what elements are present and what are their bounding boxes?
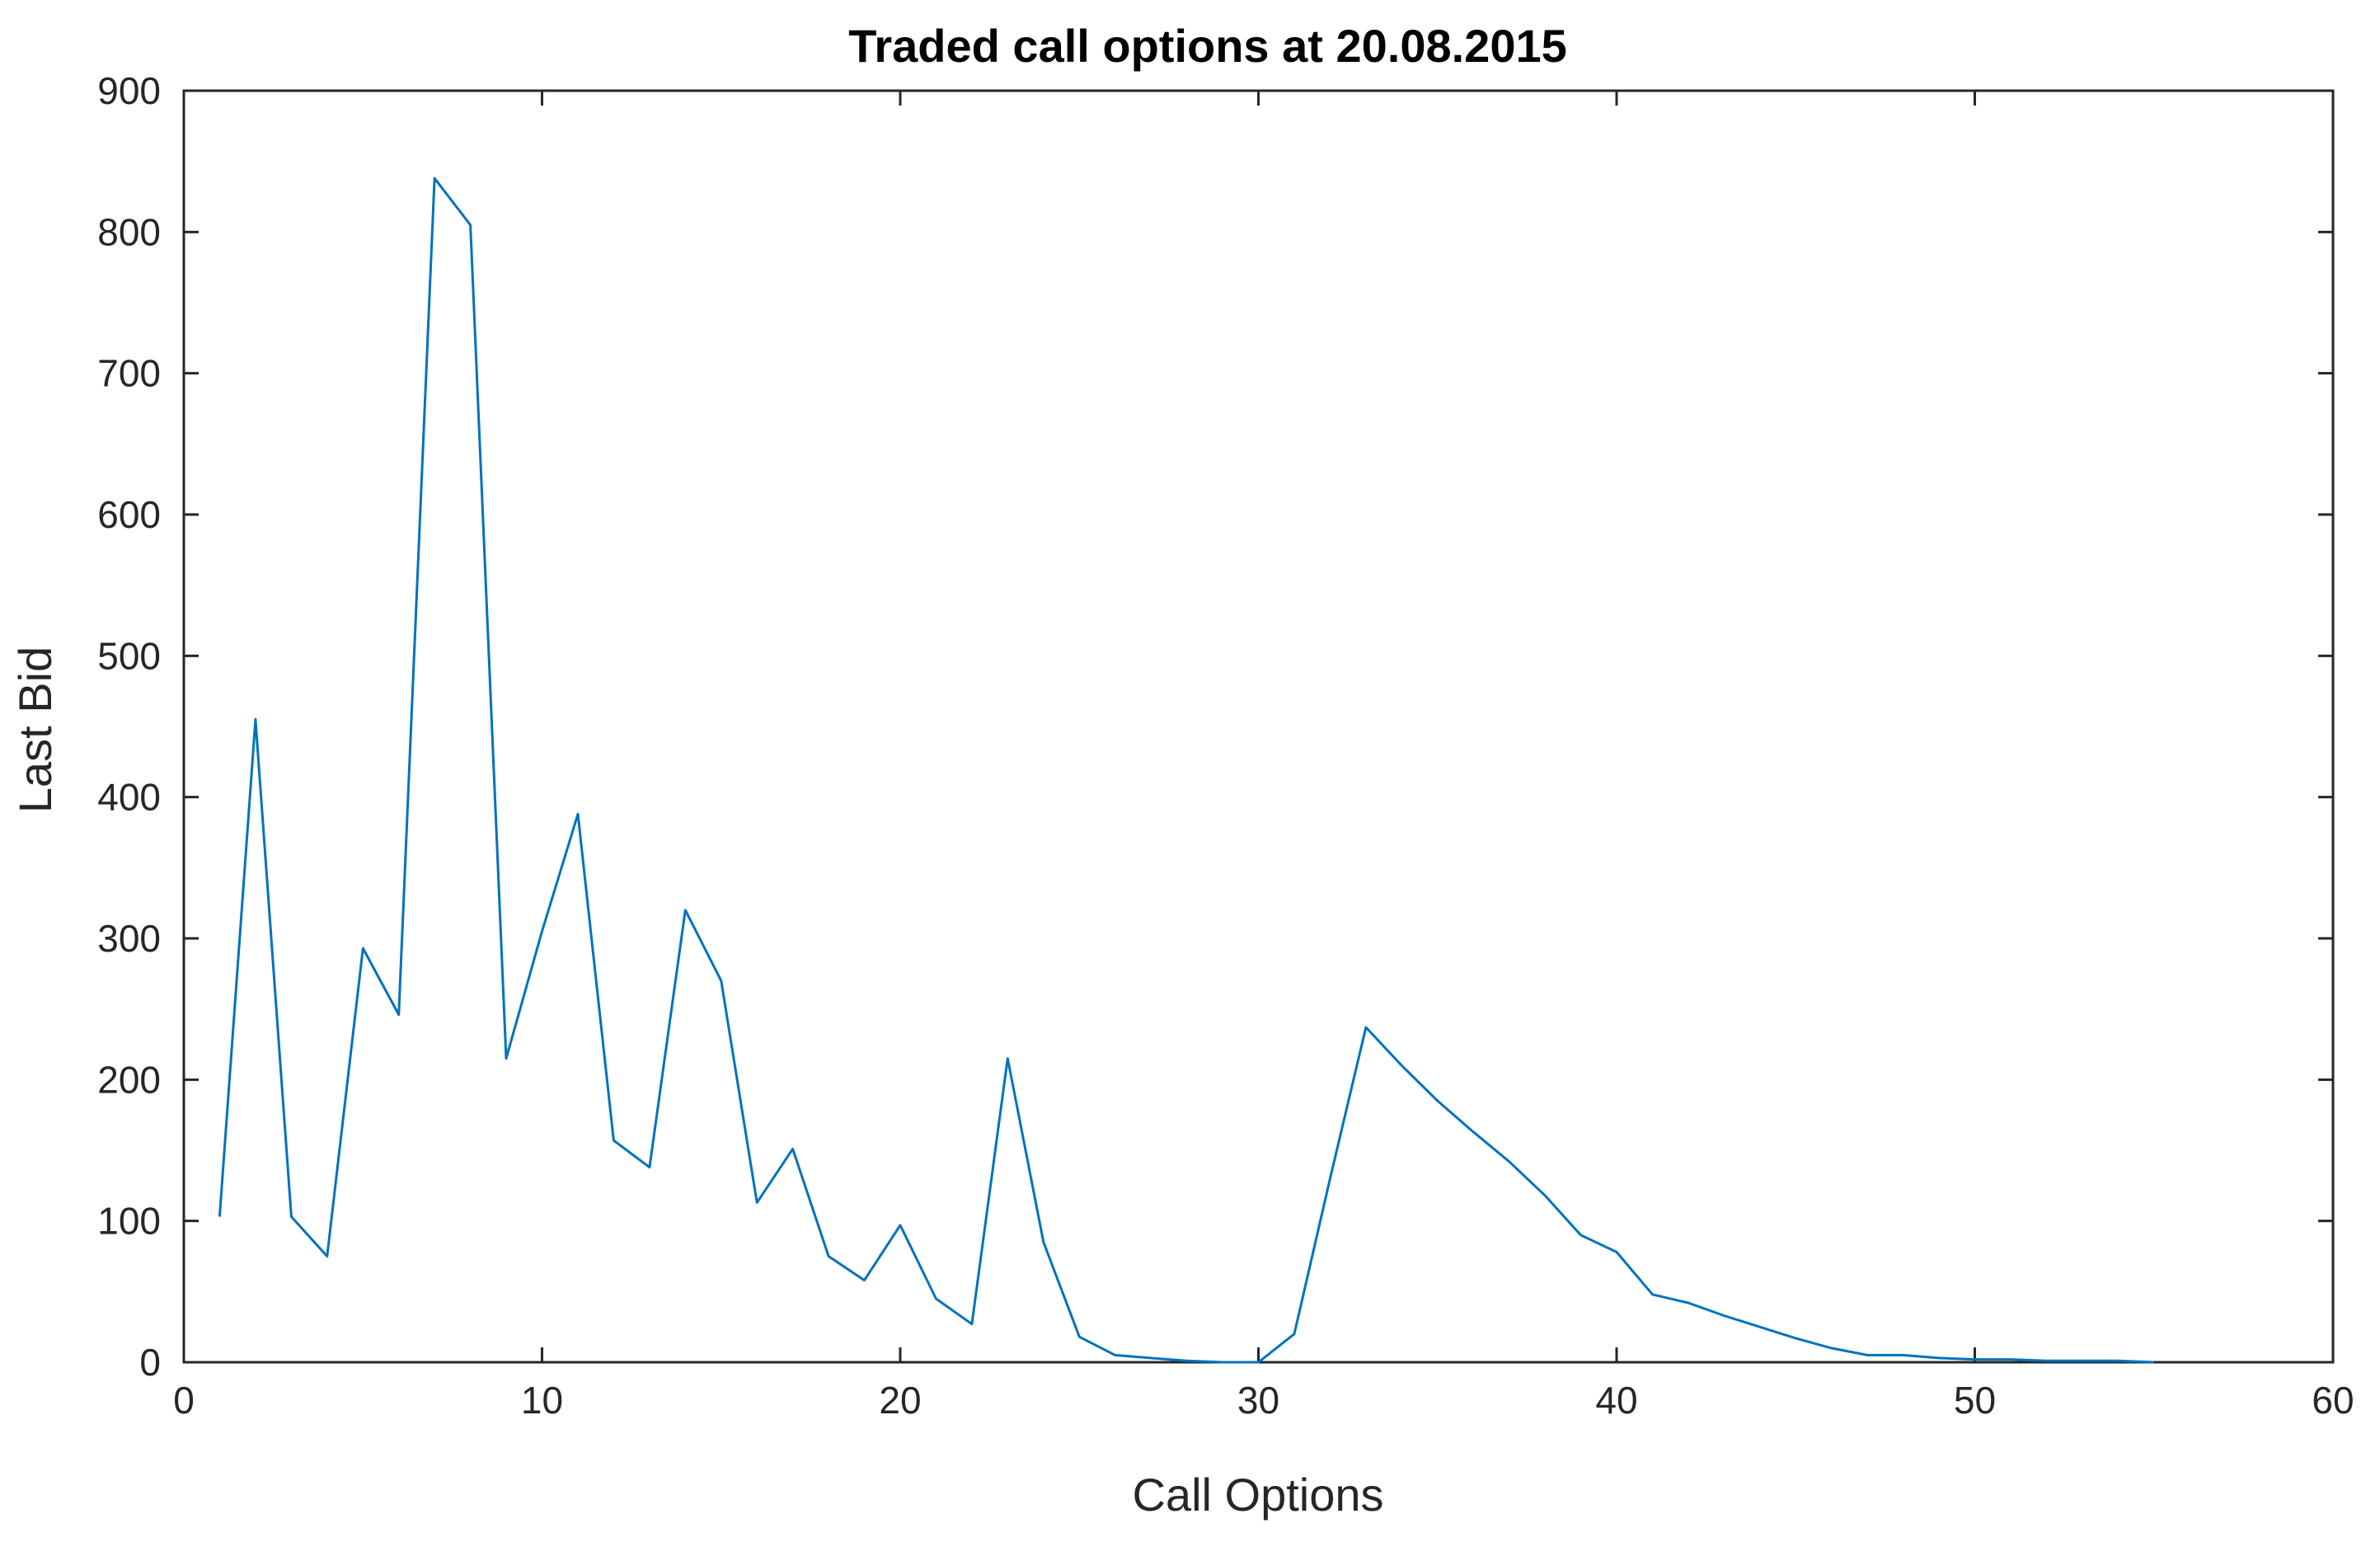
x-tick-label: 40 — [1595, 1379, 1637, 1422]
x-tick-label: 30 — [1237, 1379, 1279, 1422]
x-tick-label: 0 — [173, 1379, 195, 1422]
y-tick-label: 400 — [97, 776, 161, 819]
y-tick-label: 200 — [97, 1058, 161, 1101]
tick-marks — [182, 89, 2335, 1364]
plot-frame — [182, 89, 2335, 1364]
x-tick-label: 60 — [2312, 1379, 2354, 1422]
y-axis-label: Last Bid — [9, 646, 61, 813]
x-axis-label: Call Options — [1132, 1469, 1383, 1521]
x-tick-label: 50 — [1954, 1379, 1996, 1422]
x-tick-labels: 0 10 20 30 40 50 60 — [173, 1379, 2354, 1422]
series-layer — [218, 176, 2154, 1364]
y-tick-label: 800 — [97, 210, 161, 253]
y-tick-label: 700 — [97, 352, 161, 395]
y-tick-label: 300 — [97, 917, 161, 960]
y-tick-label: 100 — [97, 1200, 161, 1243]
y-tick-label: 0 — [139, 1341, 161, 1384]
series-line — [218, 176, 2154, 1364]
y-tick-labels: 0 100 200 300 400 500 600 700 800 900 — [97, 69, 161, 1384]
y-tick-label: 900 — [97, 69, 161, 112]
chart-title: Traded call options at 20.08.2015 — [848, 20, 1567, 72]
x-tick-label: 10 — [521, 1379, 563, 1422]
y-tick-label: 500 — [97, 634, 161, 677]
x-tick-label: 20 — [879, 1379, 921, 1422]
y-tick-label: 600 — [97, 493, 161, 536]
axes — [182, 89, 2335, 1364]
